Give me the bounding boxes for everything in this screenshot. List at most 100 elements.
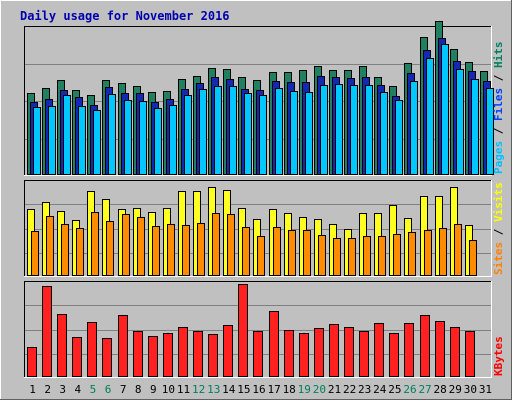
bar-kbytes-day-27 — [420, 315, 430, 377]
bar-pages-day-15 — [244, 93, 252, 175]
bar-kbytes-day-23 — [359, 331, 369, 377]
bar-sites-day-5 — [91, 212, 99, 276]
x-tick-day-29: 29 — [449, 383, 462, 396]
x-tick-day-13: 13 — [207, 383, 220, 396]
bar-pages-day-12 — [199, 89, 207, 175]
bar-kbytes-day-25 — [389, 333, 399, 377]
bar-pages-day-22 — [350, 85, 358, 175]
bar-sites-day-27 — [424, 230, 432, 276]
bar-kbytes-day-13 — [208, 334, 218, 377]
bar-sites-day-6 — [106, 221, 114, 276]
bar-sites-day-3 — [61, 224, 69, 276]
bar-sites-day-25 — [393, 234, 401, 276]
x-tick-day-21: 21 — [328, 383, 341, 396]
panel-legend: Sites / Visits — [492, 182, 505, 275]
bar-sites-day-14 — [227, 214, 235, 276]
bar-pages-day-13 — [214, 86, 222, 175]
x-tick-day-31: 31 — [479, 383, 492, 396]
bar-pages-day-29 — [456, 69, 464, 175]
legend-hits: Hits — [492, 42, 505, 69]
bar-sites-day-29 — [454, 224, 462, 276]
legend-kbytes: KBytes — [492, 336, 505, 376]
bar-sites-day-24 — [378, 236, 386, 276]
x-tick-day-8: 8 — [135, 383, 142, 396]
bar-kbytes-day-7 — [118, 315, 128, 377]
bar-kbytes-day-18 — [284, 330, 294, 377]
x-tick-day-11: 11 — [177, 383, 190, 396]
bar-kbytes-day-15 — [238, 284, 248, 377]
x-tick-day-5: 5 — [90, 383, 97, 396]
x-tick-day-2: 2 — [44, 383, 51, 396]
bar-pages-day-2 — [48, 106, 56, 175]
x-tick-day-26: 26 — [403, 383, 416, 396]
bar-pages-day-19 — [305, 92, 313, 175]
x-tick-day-12: 12 — [192, 383, 205, 396]
bar-sites-day-16 — [257, 236, 265, 276]
bar-sites-day-18 — [288, 230, 296, 276]
bar-kbytes-day-1 — [27, 347, 37, 377]
bar-kbytes-day-2 — [42, 286, 52, 377]
x-tick-day-25: 25 — [388, 383, 401, 396]
x-tick-day-28: 28 — [434, 383, 447, 396]
bar-pages-day-11 — [184, 95, 192, 175]
x-tick-day-3: 3 — [59, 383, 66, 396]
bar-sites-day-20 — [318, 235, 326, 276]
legend-visits: Visits — [492, 182, 505, 222]
bar-pages-day-28 — [441, 44, 449, 175]
panel-kbytes: KBytes — [24, 281, 505, 378]
bar-sites-day-12 — [197, 223, 205, 276]
bar-pages-day-7 — [124, 100, 132, 175]
x-tick-day-17: 17 — [267, 383, 280, 396]
bar-sites-day-28 — [439, 228, 447, 276]
bar-pages-day-20 — [320, 85, 328, 175]
bar-pages-day-17 — [275, 88, 283, 175]
bar-sites-day-8 — [137, 217, 145, 276]
bar-pages-day-9 — [154, 108, 162, 175]
bar-kbytes-day-19 — [299, 333, 309, 377]
legend-separator: / — [492, 121, 505, 141]
bar-kbytes-day-3 — [57, 314, 67, 377]
bar-kbytes-day-21 — [329, 324, 339, 377]
bar-kbytes-day-4 — [72, 337, 82, 377]
x-tick-day-19: 19 — [298, 383, 311, 396]
bar-sites-day-17 — [273, 227, 281, 276]
x-tick-day-30: 30 — [464, 383, 477, 396]
bar-pages-day-18 — [290, 91, 298, 175]
bar-pages-day-16 — [259, 95, 267, 175]
bar-kbytes-day-20 — [314, 328, 324, 377]
bar-sites-day-23 — [363, 236, 371, 276]
bar-sites-day-15 — [242, 227, 250, 276]
bar-sites-day-1 — [31, 231, 39, 276]
x-tick-day-7: 7 — [120, 383, 127, 396]
bar-pages-day-31 — [486, 88, 494, 175]
bar-sites-day-7 — [122, 214, 130, 276]
x-tick-day-9: 9 — [150, 383, 157, 396]
x-tick-day-27: 27 — [418, 383, 431, 396]
bar-kbytes-day-17 — [269, 311, 279, 377]
legend-separator: / — [492, 222, 505, 242]
bar-sites-day-9 — [152, 226, 160, 276]
bar-kbytes-day-28 — [435, 321, 445, 377]
chart-title: Daily usage for November 2016 — [20, 9, 230, 23]
bar-kbytes-day-29 — [450, 327, 460, 377]
bar-pages-day-4 — [78, 106, 86, 175]
bar-kbytes-day-10 — [163, 333, 173, 377]
bar-kbytes-day-6 — [102, 338, 112, 377]
bar-pages-day-1 — [33, 107, 41, 175]
bar-kbytes-day-5 — [87, 322, 97, 377]
x-tick-day-18: 18 — [283, 383, 296, 396]
bar-kbytes-day-11 — [178, 327, 188, 377]
x-tick-day-14: 14 — [222, 383, 236, 396]
bar-sites-day-26 — [408, 232, 416, 276]
bar-pages-day-23 — [365, 85, 373, 175]
chart-panels: Pages / Files / Hits Sites / Visits KBytes — [24, 21, 505, 378]
bar-pages-day-25 — [395, 100, 403, 175]
bar-sites-day-22 — [348, 238, 356, 276]
x-tick-day-20: 20 — [313, 383, 326, 396]
x-tick-day-23: 23 — [358, 383, 371, 396]
bar-sites-day-30 — [469, 240, 477, 276]
bar-sites-day-10 — [167, 224, 175, 276]
bar-pages-day-24 — [380, 92, 388, 175]
bar-pages-day-30 — [471, 79, 479, 175]
